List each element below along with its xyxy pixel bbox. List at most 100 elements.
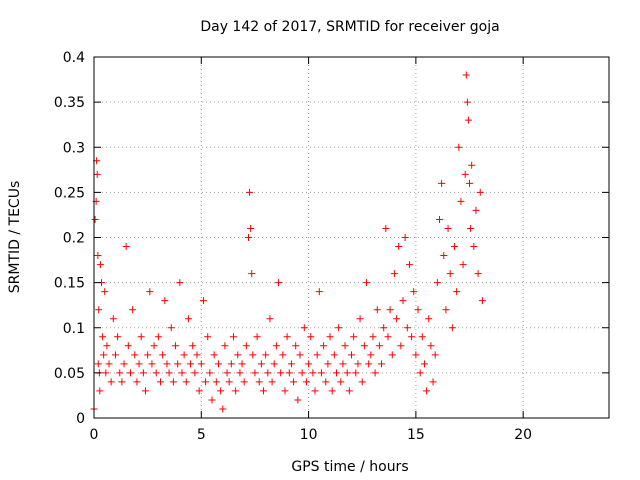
- data-point: [307, 333, 315, 341]
- data-point: [382, 224, 390, 232]
- data-point: [311, 387, 319, 395]
- data-point: [163, 360, 171, 368]
- data-point: [474, 270, 482, 278]
- data-point: [435, 215, 443, 223]
- data-point: [446, 270, 454, 278]
- data-point: [247, 224, 255, 232]
- data-point: [240, 378, 248, 386]
- y-tick-label: 0.1: [63, 321, 85, 337]
- data-point: [375, 342, 383, 350]
- chart-title: Day 142 of 2017, SRMTID for receiver goj…: [200, 19, 499, 35]
- data-point: [184, 315, 192, 323]
- data-point: [451, 243, 458, 251]
- data-point: [433, 279, 441, 287]
- data-point: [232, 387, 240, 395]
- data-point: [253, 333, 261, 341]
- points-layer: [90, 71, 486, 413]
- data-point: [191, 369, 199, 377]
- data-point: [390, 270, 398, 278]
- data-point: [373, 306, 381, 314]
- data-point: [395, 243, 403, 251]
- data-point: [356, 315, 364, 323]
- data-point: [126, 369, 134, 377]
- data-point: [459, 261, 467, 269]
- data-point: [135, 360, 143, 368]
- data-point: [405, 261, 413, 269]
- data-point: [461, 170, 469, 178]
- data-point: [335, 324, 343, 332]
- data-point: [442, 306, 450, 314]
- data-point: [152, 369, 160, 377]
- data-point: [270, 360, 278, 368]
- data-point: [111, 351, 119, 359]
- data-point: [219, 405, 227, 413]
- data-point: [393, 315, 401, 323]
- data-point: [246, 188, 254, 196]
- data-point: [380, 324, 388, 332]
- tick-layer: 0 0.05 0.1 0.15 0.2 0.25 0.3 0.35 0.4 0 5 10 15 20: [54, 50, 609, 443]
- data-point: [248, 270, 256, 278]
- data-point: [281, 387, 289, 395]
- y-tick-label: 0.15: [54, 276, 85, 292]
- data-point: [287, 360, 295, 368]
- x-tick-label: 0: [90, 427, 99, 443]
- data-point: [277, 369, 285, 377]
- data-point: [150, 342, 158, 350]
- data-point: [167, 324, 175, 332]
- data-point: [266, 315, 274, 323]
- data-point: [202, 378, 210, 386]
- data-point: [414, 306, 422, 314]
- data-point: [195, 387, 203, 395]
- data-point: [352, 369, 360, 377]
- data-point: [418, 333, 426, 341]
- data-point: [139, 369, 147, 377]
- data-point: [300, 324, 308, 332]
- data-point: [99, 333, 107, 341]
- data-point: [466, 179, 474, 187]
- data-point: [363, 279, 371, 287]
- data-point: [453, 288, 461, 296]
- data-point: [305, 360, 313, 368]
- data-point: [142, 387, 149, 395]
- data-point: [345, 387, 353, 395]
- data-point: [403, 324, 411, 332]
- data-point: [429, 378, 437, 386]
- data-point: [262, 351, 270, 359]
- data-point: [386, 306, 394, 314]
- data-point: [172, 342, 180, 350]
- data-point: [94, 360, 102, 368]
- data-point: [343, 369, 351, 377]
- data-point: [144, 351, 152, 359]
- data-point: [199, 297, 207, 305]
- data-point: [124, 342, 132, 350]
- data-point: [292, 342, 300, 350]
- data-point: [96, 387, 104, 395]
- data-point: [101, 288, 109, 296]
- data-point: [440, 252, 448, 260]
- data-point: [337, 378, 345, 386]
- y-tick-label: 0.25: [54, 185, 85, 201]
- data-point: [245, 234, 252, 241]
- data-point: [234, 351, 242, 359]
- data-point: [157, 378, 165, 386]
- data-point: [264, 369, 272, 377]
- data-point: [133, 378, 141, 386]
- data-point: [326, 333, 334, 341]
- data-point: [431, 351, 439, 359]
- data-point: [137, 333, 145, 341]
- data-point: [100, 351, 108, 359]
- data-point: [109, 315, 117, 323]
- data-point: [107, 378, 115, 386]
- data-point: [309, 369, 317, 377]
- data-point: [296, 351, 304, 359]
- y-tick-label: 0.35: [54, 95, 85, 111]
- data-point: [420, 360, 428, 368]
- x-axis-label: GPS time / hours: [291, 459, 408, 475]
- y-tick-label: 0.3: [63, 140, 85, 156]
- y-tick-label: 0.2: [63, 231, 85, 247]
- data-point: [120, 360, 128, 368]
- x-tick-label: 20: [514, 427, 532, 443]
- data-point: [165, 369, 173, 377]
